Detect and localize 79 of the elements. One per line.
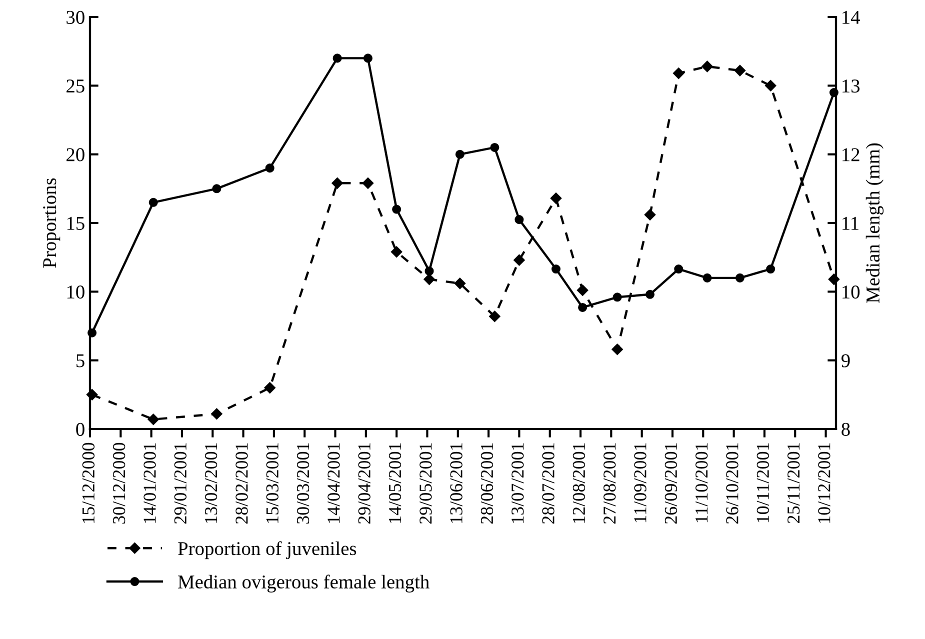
point [455,150,464,159]
point [514,254,525,266]
point [644,209,656,220]
point [390,246,402,258]
x-tick-label: 11/09/2001 [634,443,646,522]
point [734,64,746,76]
x-tick-label: 15/03/2001 [266,443,278,523]
y-tick-label: 30 [66,10,84,24]
x-tick-label: 13/06/2001 [450,443,462,523]
x-tick-label: 29/05/2001 [420,443,432,524]
x-tick-label: 28/06/2001 [480,443,494,524]
y-tick-label: 15 [67,216,84,230]
x-tick-label: 30/12/2000 [112,442,126,524]
point [674,264,684,274]
y-tick-label: 20 [66,148,84,162]
point [576,284,588,296]
point [578,302,588,312]
x-tick-label: 13/07/2001 [512,443,524,523]
point [454,278,466,290]
point [702,273,712,282]
y2-tick-label: 14 [842,10,860,24]
point [735,273,744,282]
point [551,264,561,274]
y2-tick-label: 8 [842,422,850,436]
point [362,178,374,189]
point [766,264,776,274]
y2-tick-label: 9 [841,354,850,368]
x-tick-label: 25/11/2001 [787,443,800,523]
x-tick-label: 27/08/2001 [604,443,616,524]
y-tick-label: 25 [66,80,84,93]
point [264,382,276,394]
point [265,164,274,173]
x-tick-label: 11/10/2001 [695,443,708,522]
point [612,292,622,302]
y-tick-label: 0 [76,422,84,436]
y2-tick-label: 10 [842,285,860,299]
y2-tick-label: 12 [842,148,860,162]
point [424,274,435,285]
x-tick-label: 30/03/2001 [296,443,310,524]
point [212,184,222,194]
y-tick-label: 5 [76,354,84,368]
x-tick-label: 13/02/2001 [204,443,218,523]
x-tick-label: 14/04/2001 [328,443,340,523]
point [489,310,500,322]
y-axis-title: Proportions [43,178,60,268]
point [673,68,684,79]
point [148,414,159,425]
x-tick-label: 29/01/2001 [174,443,186,524]
point [424,266,434,276]
point [332,54,342,63]
x-tick-label: 10/12/2001 [818,443,830,523]
point [645,290,655,299]
y2-axis-title: Median length (mm) [866,143,884,303]
point [392,204,402,214]
y2-tick-label: 11 [842,216,858,230]
x-tick-label: 28/07/2001 [542,443,554,524]
x-tick-label: 28/02/2001 [236,443,248,524]
x-tick-label: 10/11/2001 [756,443,769,522]
point [764,80,776,92]
point [363,54,372,63]
point [332,178,343,189]
x-tick-label: 14/05/2001 [388,443,402,523]
point [211,408,222,420]
point [550,192,562,204]
point [148,198,158,207]
x-tick-label: 26/10/2001 [726,443,738,524]
x-tick-label: 12/08/2001 [572,443,586,523]
point [612,344,623,355]
x-tick-label: 26/09/2001 [664,443,678,524]
legend-label: Proportion of juveniles [178,541,356,560]
x-tick-label: 14/01/2001 [144,443,156,523]
point [702,60,713,72]
legend-label: Median ovigerous female length [178,574,430,593]
y2-tick-label: 13 [842,80,860,93]
point [514,215,524,224]
point [490,142,500,152]
x-tick-label: 29/04/2001 [358,443,370,524]
y-tick-label: 10 [67,285,84,299]
x-tick-label: 15/12/2000 [82,442,95,523]
